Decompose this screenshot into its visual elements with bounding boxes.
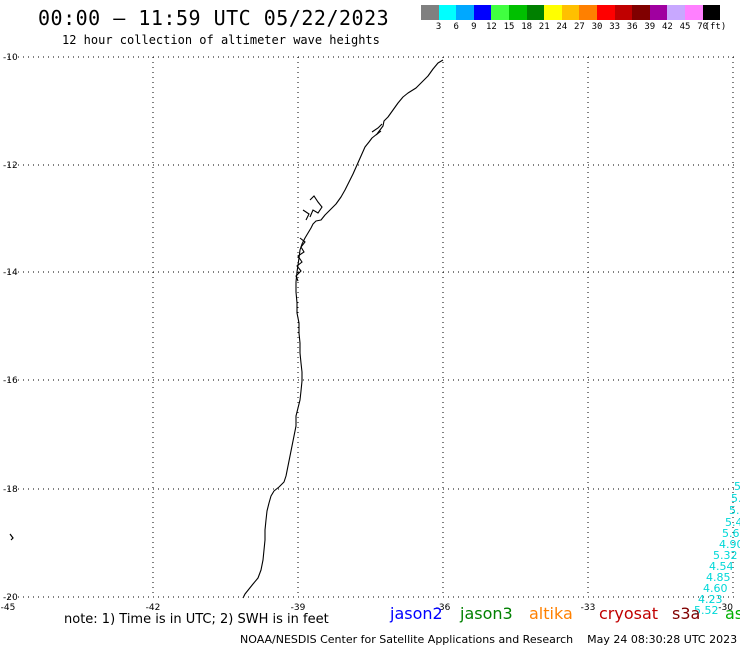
- satellite-legend-s3a: s3a: [672, 604, 701, 623]
- longitude-label: -30: [718, 603, 733, 613]
- wave-value: 5.: [729, 504, 740, 517]
- legend-swatch: [544, 5, 562, 20]
- wave-value: 5.6: [722, 527, 740, 540]
- legend-swatch: [614, 5, 633, 20]
- wave-value: 4.23: [698, 593, 723, 606]
- map-note: note: 1) Time is in UTC; 2) SWH is in fe…: [64, 612, 329, 627]
- wave-value: 5.52: [694, 604, 719, 617]
- footer-timestamp: May 24 08:30:28 UTC 2023: [587, 633, 738, 646]
- latitude-label: -16: [3, 376, 18, 386]
- legend-swatch: [596, 5, 615, 20]
- legend-label: 70: [697, 22, 709, 32]
- legend-label: 18: [521, 22, 533, 32]
- satellite-legend-altika: altika: [529, 604, 573, 623]
- legend-swatch: [526, 5, 545, 20]
- color-scale-legend: [421, 5, 721, 20]
- legend-label: (ft): [704, 22, 727, 32]
- longitude-label: -45: [1, 603, 16, 613]
- longitude-label: -39: [291, 603, 306, 613]
- wave-value: 4.90: [719, 538, 740, 551]
- legend-label: 21: [538, 22, 550, 32]
- footer: NOAA/NESDIS Center for Satellite Applica…: [240, 633, 737, 646]
- legend-swatch: [473, 5, 492, 20]
- satellite-legend-cryosat: cryosat: [599, 604, 659, 623]
- legend-swatch: [632, 5, 650, 20]
- legend-label: 42: [662, 22, 673, 32]
- legend-label: 24: [556, 22, 568, 32]
- longitude-label: -36: [436, 603, 451, 613]
- legend-swatch: [667, 5, 685, 20]
- legend-label: 30: [591, 22, 603, 32]
- latitude-label: -10: [3, 53, 18, 63]
- color-scale-labels: 3 6 9 12 15 18 21 24 27 30 33 36 39 42 45 70 (ft): [421, 22, 740, 34]
- legend-swatch: [579, 5, 597, 20]
- wave-track-label: as: [725, 604, 740, 623]
- legend-swatch: [438, 5, 457, 20]
- legend-label: 6: [453, 22, 459, 32]
- wave-value: 5.32: [713, 549, 738, 562]
- latitude-label: -20: [3, 593, 18, 603]
- coastline-fragment: [9, 533, 14, 541]
- map-title: 00:00 – 11:59 UTC 05/22/2023: [38, 6, 390, 30]
- legend-label: 27: [574, 22, 585, 32]
- legend-swatch: [702, 5, 721, 20]
- legend-label: 15: [503, 22, 515, 32]
- coastline: [242, 59, 444, 599]
- legend-swatch: [456, 5, 474, 20]
- footer-credit: NOAA/NESDIS Center for Satellite Applica…: [240, 633, 574, 646]
- map-grid: [8, 56, 738, 598]
- longitude-label: -42: [146, 603, 161, 613]
- satellite-legend-jason3: jason3: [460, 604, 513, 623]
- legend-swatch: [649, 5, 668, 20]
- wave-value: 4.60: [703, 582, 728, 595]
- legend-label: 39: [644, 22, 656, 32]
- latitude-label: -12: [3, 161, 18, 171]
- wave-value: 4.54: [709, 560, 734, 573]
- legend-swatch: [561, 5, 580, 20]
- legend-label: 36: [626, 22, 638, 32]
- coastline-islands: [295, 123, 383, 282]
- wave-value: 5.: [731, 492, 740, 505]
- latitude-label: -14: [3, 268, 18, 278]
- legend-swatch: [491, 5, 509, 20]
- legend-label: 45: [679, 22, 691, 32]
- legend-label: 33: [609, 22, 621, 32]
- latitude-label: -18: [3, 485, 18, 495]
- wave-value: 5.: [734, 480, 740, 493]
- wave-value: 4.85: [706, 571, 731, 584]
- legend-label: 9: [471, 22, 477, 32]
- legend-label: 12: [486, 22, 497, 32]
- wave-value: 5.4: [725, 516, 740, 529]
- legend-label: 3: [435, 22, 442, 32]
- longitude-label: -33: [581, 603, 596, 613]
- satellite-legend-jason2: jason2: [390, 604, 443, 623]
- legend-swatch: [684, 5, 703, 20]
- map-subtitle: 12 hour collection of altimeter wave hei…: [62, 33, 380, 47]
- legend-swatch: [508, 5, 527, 20]
- legend-swatch: [421, 5, 439, 20]
